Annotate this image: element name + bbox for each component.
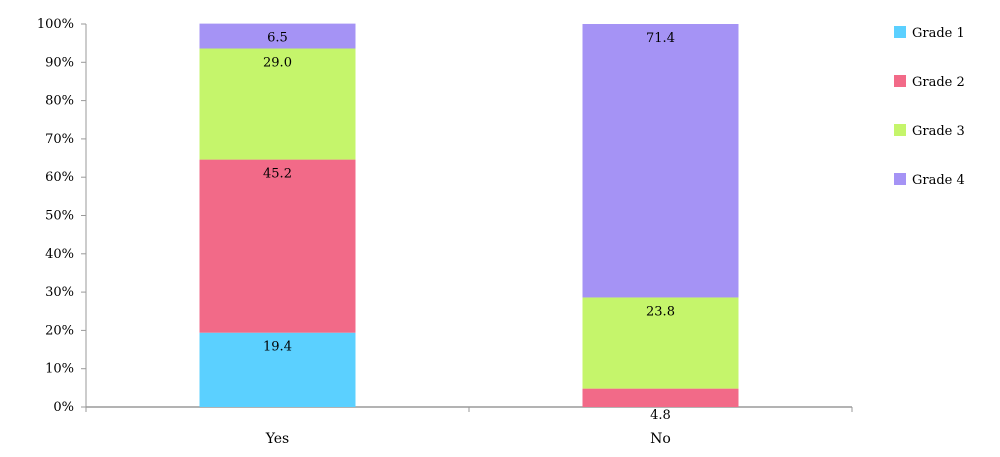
y-tick-label: 80% [45, 94, 74, 109]
legend-label: Grade 1 [912, 26, 965, 41]
y-tick-label: 30% [45, 285, 74, 300]
legend: Grade 1 Grade 2 Grade 3 Grade 4 [894, 26, 965, 188]
bar-segment [199, 48, 356, 160]
bar-segment [582, 24, 739, 298]
legend-swatch [894, 26, 906, 38]
y-tick-label: 50% [45, 209, 74, 224]
x-category-label: Yes [265, 431, 290, 447]
bar-segment [582, 297, 739, 389]
x-axis: Yes No [85, 406, 853, 447]
data-label: 6.5 [267, 31, 288, 46]
data-label: 19.4 [263, 340, 292, 355]
legend-label: Grade 2 [912, 75, 965, 90]
y-tick-label: 70% [45, 132, 74, 147]
y-tick-label: 10% [45, 362, 74, 377]
data-label: 29.0 [263, 56, 292, 71]
data-label: 45.2 [263, 167, 292, 182]
legend-label: Grade 4 [912, 173, 965, 188]
data-label: 71.4 [646, 31, 675, 46]
bar-segment [582, 388, 739, 407]
bar-segment [199, 23, 356, 49]
legend-swatch [894, 75, 906, 87]
bar-segment [199, 159, 356, 333]
y-tick-label: 100% [37, 17, 74, 32]
x-category-label: No [650, 431, 671, 447]
bars [199, 23, 739, 407]
y-tick-label: 20% [45, 323, 74, 338]
y-axis: 0% 10% 20% 30% 40% 50% 60% 70% 80% 90% 100% [37, 17, 87, 415]
y-tick-label: 90% [45, 55, 74, 70]
legend-label: Grade 3 [912, 124, 965, 139]
y-tick-label: 60% [45, 170, 74, 185]
y-tick-label: 40% [45, 247, 74, 262]
y-tick-label: 0% [53, 400, 74, 415]
legend-swatch [894, 173, 906, 185]
data-label: 23.8 [646, 304, 675, 319]
data-labels: 19.4 45.2 29.0 6.5 4.8 23.8 71.4 [263, 31, 675, 423]
bar-segment [199, 332, 356, 407]
data-label: 4.8 [650, 408, 671, 423]
legend-swatch [894, 124, 906, 136]
